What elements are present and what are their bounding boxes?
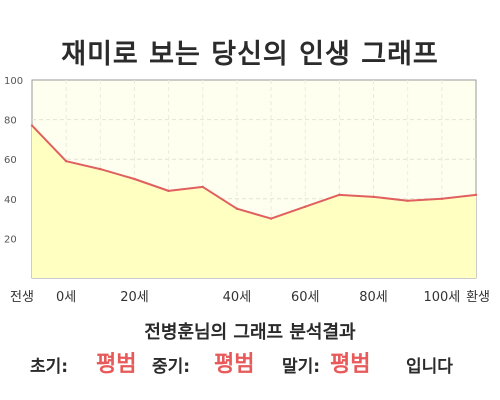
line-segment (304, 193, 341, 208)
x-tick-label: 80세 (359, 290, 388, 305)
line-segment (338, 193, 375, 198)
x-tick-label: 20세 (120, 290, 149, 305)
y-tick-label: 60 (4, 155, 17, 166)
data-point (30, 124, 34, 127)
data-point (99, 167, 102, 171)
y-tick-label: 40 (4, 195, 17, 206)
line-segment (235, 207, 273, 220)
data-point (133, 177, 136, 181)
line-segment (440, 193, 477, 200)
data-point (64, 159, 68, 163)
data-point (167, 189, 170, 193)
line-segment (372, 195, 409, 202)
line-segment (65, 160, 102, 171)
line-segment (133, 178, 170, 192)
late-value: 평범 (330, 352, 371, 377)
data-point (474, 193, 478, 197)
x-tick-label: 100세 (423, 290, 460, 305)
mid-label: 중기: (152, 357, 191, 377)
data-point (440, 197, 444, 200)
x-tick-label: 40세 (223, 290, 252, 305)
data-point (269, 217, 273, 220)
line-segment (270, 205, 307, 220)
late-label: 말기: (282, 357, 321, 377)
x-tick-label: 0세 (56, 290, 76, 305)
result-suffix: 입니다 (406, 357, 453, 377)
life-line (30, 124, 478, 220)
data-point (406, 199, 409, 202)
line-segment (31, 124, 68, 163)
mid-value: 평범 (214, 352, 255, 377)
data-point (201, 185, 204, 189)
early-value: 평범 (96, 352, 137, 377)
life-chart: 20 40 60 80 100 전생 0세 20세 40세 60세 80세 100세 환생 (4, 76, 490, 305)
x-tick-label: 전생 (10, 290, 34, 305)
x-tick-label: 60세 (291, 290, 320, 305)
analysis-result: 초기: 평범 중기: 평범 말기: 평범 입니다 (0, 346, 500, 380)
analysis-summary: 전병훈님의 그래프 분석결과 (144, 322, 356, 343)
data-point (304, 205, 307, 208)
data-point (235, 207, 239, 210)
y-tick-label: 80 (4, 116, 17, 127)
y-axis: 20 40 60 80 100 (4, 76, 23, 245)
line-segment (167, 185, 204, 192)
early-label: 초기: (30, 357, 69, 377)
data-point (372, 195, 375, 199)
y-tick-label: 100 (4, 76, 23, 87)
line-segment (201, 185, 238, 210)
data-point (338, 193, 341, 197)
line-segment (406, 197, 443, 202)
page-title: 재미로 보는 당신의 인생 그래프 (61, 39, 439, 70)
life-area-fill (32, 125, 476, 278)
x-tick-label: 환생 (466, 290, 490, 305)
y-tick-label: 20 (4, 234, 17, 245)
x-axis: 전생 0세 20세 40세 60세 80세 100세 환생 (10, 290, 490, 305)
line-segment (99, 168, 136, 180)
